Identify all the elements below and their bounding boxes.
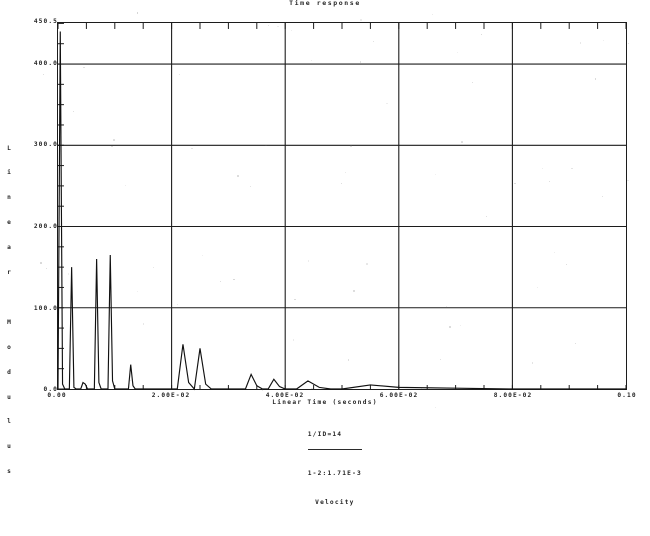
y-axis-title-char: l — [7, 418, 11, 426]
data-series-velocity — [57, 31, 626, 391]
y-tick-label: 400.0 — [33, 59, 58, 67]
y-axis-title-char: L — [7, 144, 11, 152]
grid-lines — [58, 23, 626, 389]
chart-title: Time response — [289, 0, 361, 7]
y-axis-title-char: n — [7, 194, 11, 202]
annotation-fraction: 1-2:1.71E-3 Velocity — [307, 449, 362, 526]
y-tick-label: 200.0 — [33, 223, 58, 231]
annotation-denominator: 1-2:1.71E-3 — [307, 470, 362, 477]
y-axis-title-char: o — [7, 343, 11, 351]
y-axis-title-char: M — [7, 318, 11, 326]
x-tick-label: 6.00E-02 — [379, 392, 419, 399]
y-tick-label: 0.0 — [43, 386, 58, 394]
annotation-block: 1/ID=14 1-2:1.71E-3 Velocity — [0, 411, 650, 536]
y-axis-title-char: d — [7, 368, 11, 376]
y-axis-title-char: a — [7, 244, 11, 252]
y-axis-title-char: u — [7, 393, 11, 401]
y-tick-label: 450.5 — [33, 18, 58, 26]
x-tick-label: 2.00E-02 — [151, 392, 191, 399]
y-axis-title-char: r — [7, 269, 11, 277]
annotation-numerator: 1/ID=14 — [307, 431, 343, 438]
y-axis-tick-labels: 450.5 400.0 300.0 200.0 100.0 0.0 — [10, 0, 58, 446]
y-tick-label: 300.0 — [33, 141, 58, 149]
chart-canvas: Time response L i n e a r M o d u l u s … — [7, 0, 637, 506]
annotation-caption: Velocity — [315, 498, 355, 506]
x-tick-label: 4.00E-02 — [265, 392, 305, 399]
x-tick-label: 0.00 — [47, 392, 67, 399]
x-axis-title: Linear Time (seconds) — [272, 399, 378, 406]
y-axis-title-char: e — [7, 219, 11, 227]
x-tick-label: 8.00E-02 — [493, 392, 533, 399]
x-tick-label: 0.10 — [617, 392, 637, 399]
x-axis-tick-labels: 0.00 2.00E-02 4.00E-02 6.00E-02 8.00E-02… — [47, 392, 637, 399]
y-axis-title-char: i — [7, 169, 11, 177]
plot-area — [57, 22, 627, 391]
y-tick-label: 100.0 — [33, 304, 58, 312]
